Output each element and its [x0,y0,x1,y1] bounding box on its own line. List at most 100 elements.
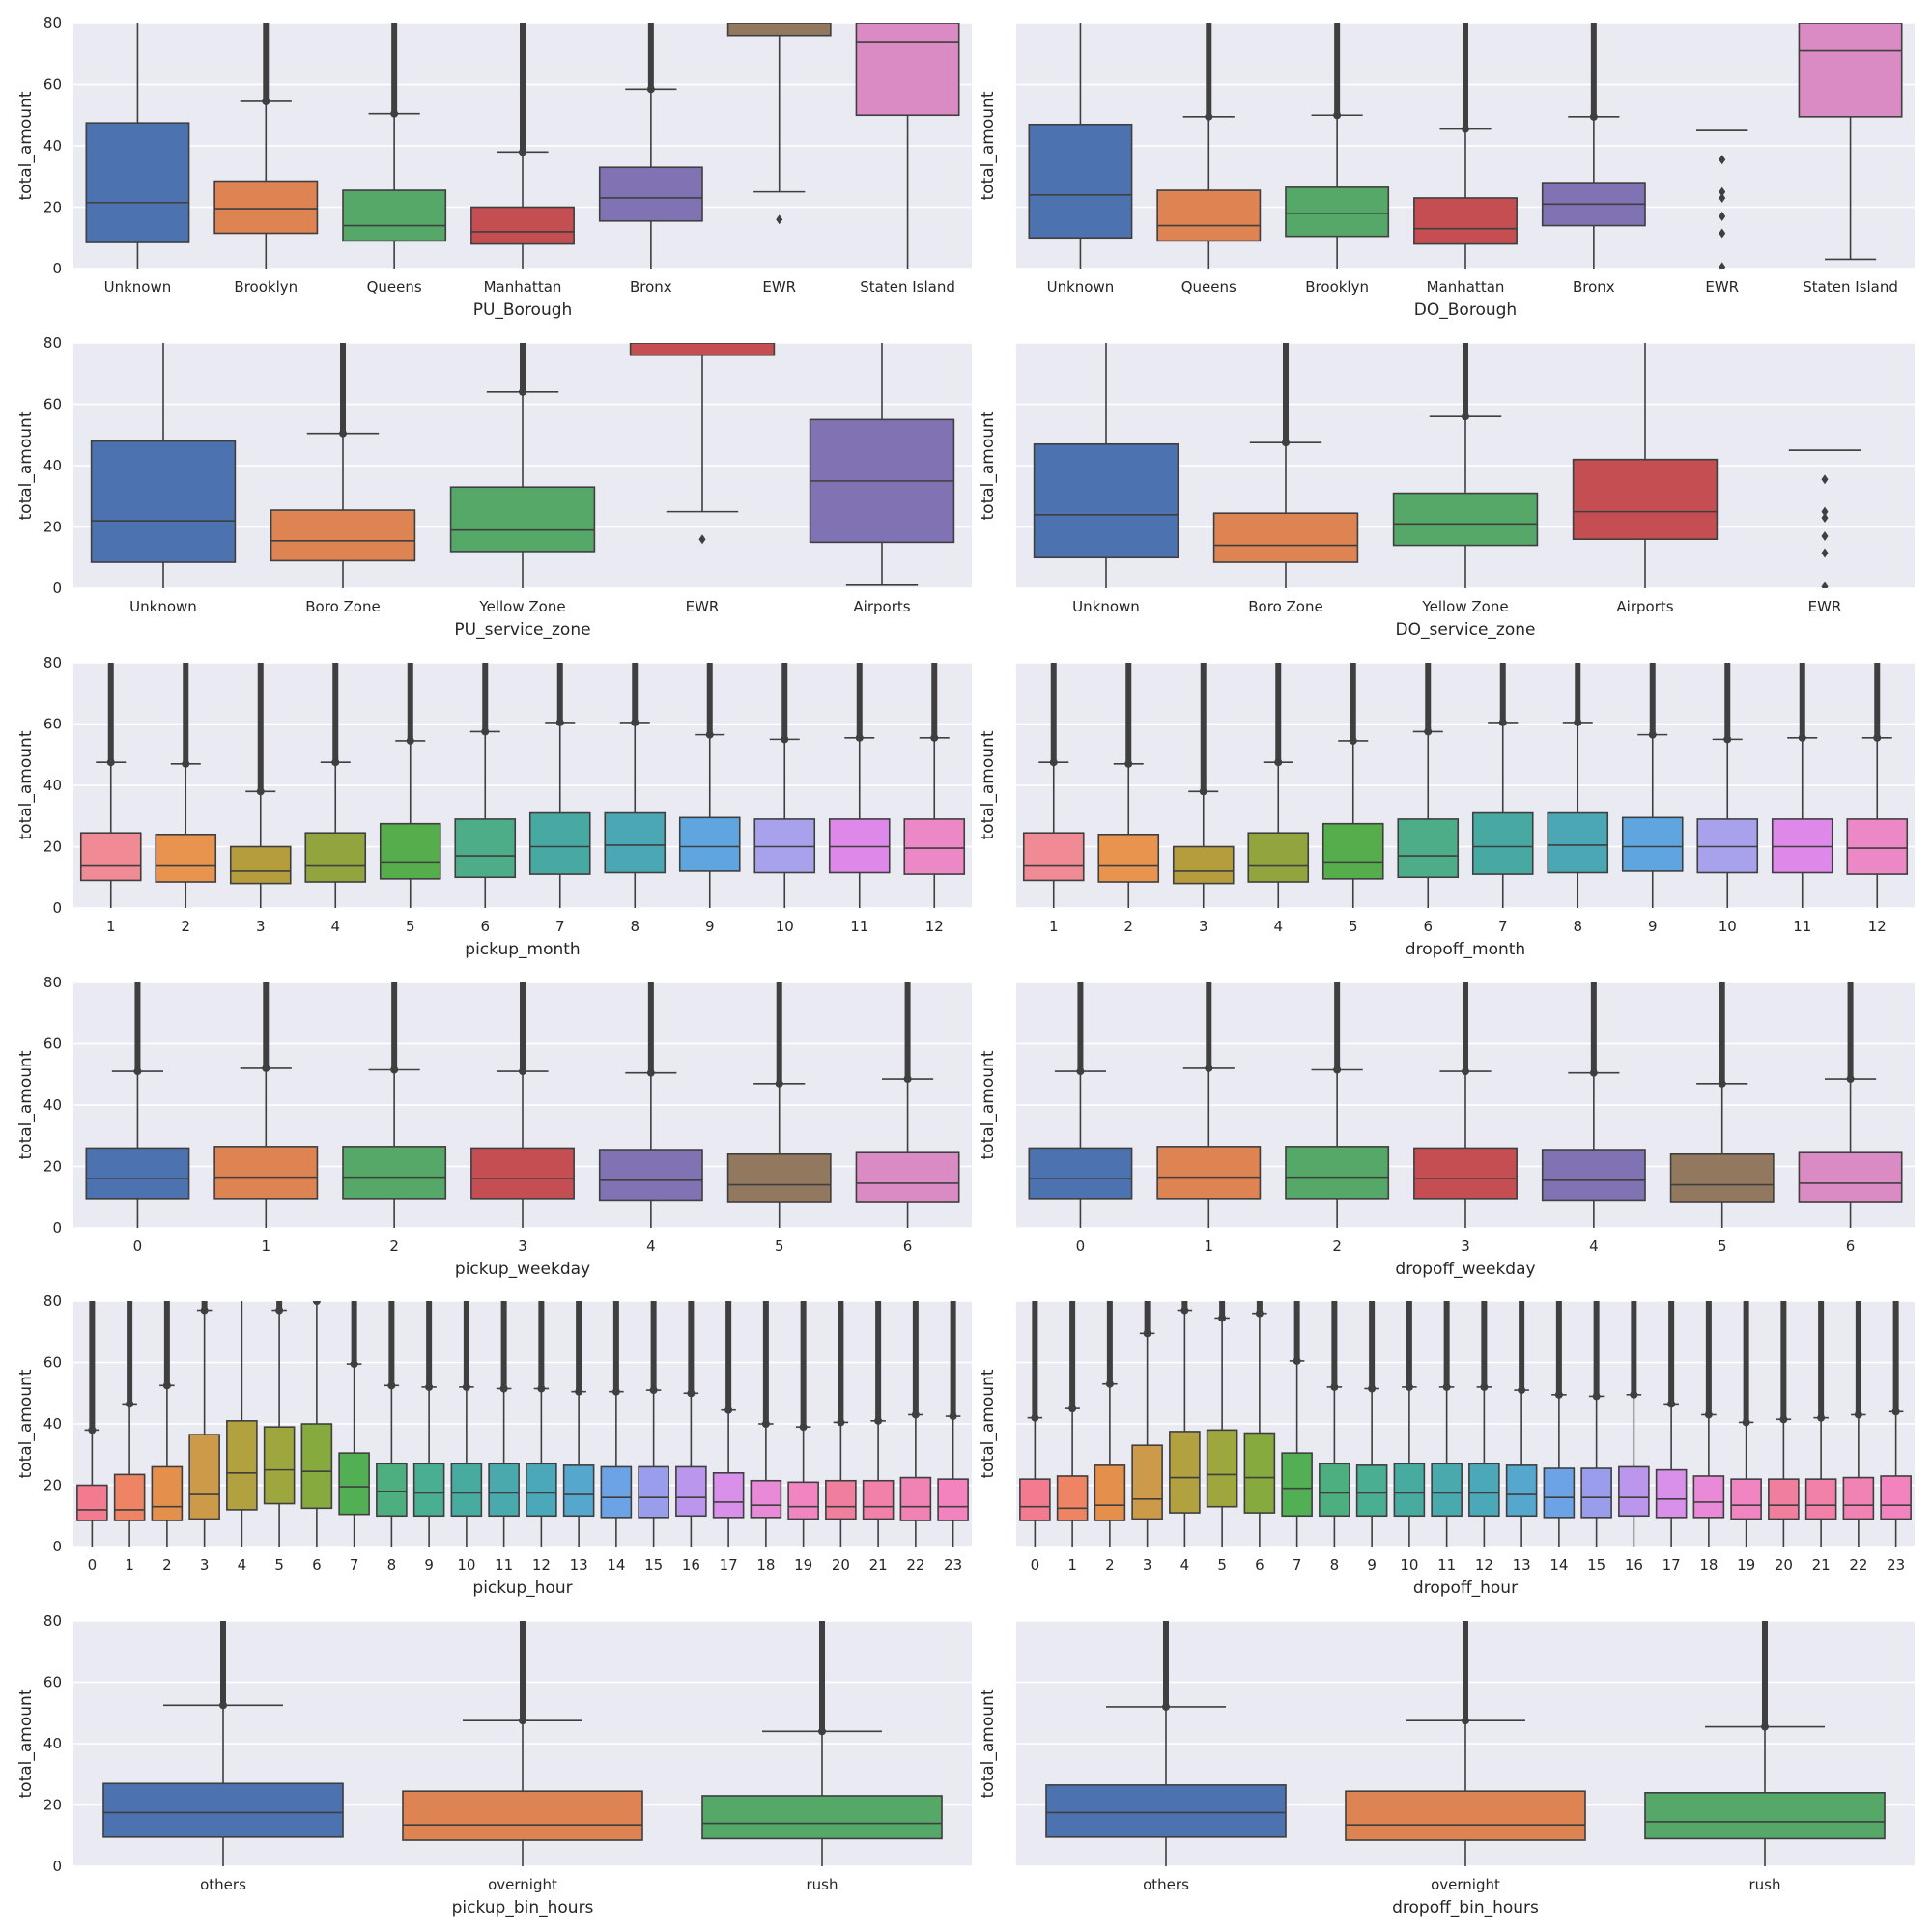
y-tick-label: 60 [43,1674,62,1691]
y-tick-label: 80 [43,14,62,32]
box-16 [675,1301,707,1547]
box-body [1131,1444,1163,1520]
box-3 [1131,1301,1163,1547]
box-13 [1505,1301,1538,1547]
x-tick-label: 0 [1076,1237,1086,1255]
x-tick-label: 2 [181,918,190,935]
box-4 [1169,1301,1201,1547]
box-3 [1172,663,1235,908]
box-0 [1028,982,1133,1228]
box-Queens [1156,23,1262,269]
x-tick-label: 2 [1105,1556,1115,1574]
outlier-point [1719,212,1726,222]
x-tick-label: 10 [457,1556,475,1574]
box-10 [753,663,816,908]
outlier-point [1723,735,1732,744]
x-tick-label: 12 [925,918,944,935]
x-tick-label: 19 [794,1556,812,1574]
x-tick-label: 5 [1349,918,1358,935]
outlier-point [903,1075,912,1084]
x-tick-label: 12 [532,1556,551,1574]
outlier-point [1462,1067,1469,1076]
box-11 [1431,1301,1463,1547]
box-body [113,1473,146,1521]
box-body [1319,1463,1350,1518]
outlier-point [1719,192,1726,203]
x-tick-label: 8 [1330,1556,1340,1574]
outlier-point [1821,506,1829,517]
outlier-point [481,727,490,736]
box-8 [604,663,667,908]
y-tick-label: 80 [43,334,62,352]
x-tick-label: EWR [686,598,720,615]
box-Unknown [85,23,190,269]
x-tick-label: others [1143,1876,1189,1893]
x-tick-label: 23 [944,1556,962,1574]
box-2 [342,982,447,1228]
box-body [488,1463,520,1518]
box-body [1541,1149,1646,1202]
outlier-point [1554,1390,1563,1399]
x-tick-label: 13 [1513,1556,1531,1574]
x-tick-label: 22 [906,1556,924,1574]
box-1 [1022,663,1085,908]
y-axis-label: total_amount [979,411,998,520]
x-tick-label: others [200,1876,246,1893]
outlier-point [799,1423,808,1432]
box-12 [1468,1301,1500,1547]
box-3 [229,663,292,908]
box-2 [151,1301,184,1547]
outlier-point [649,1386,658,1395]
box-2 [1285,982,1390,1228]
x-tick-label: 10 [1719,918,1737,935]
box-body [79,832,142,882]
box-body [1056,1475,1089,1521]
x-tick-label: 16 [682,1556,700,1574]
box-body [1572,458,1719,540]
outlier-point [1180,1306,1189,1315]
x-tick-label: 5 [274,1556,284,1574]
box-7 [1281,1301,1313,1547]
box-body [1392,492,1539,547]
outlier-point [1648,730,1657,739]
box-body [1285,186,1390,238]
box-2 [155,663,217,908]
outlier-point [1205,112,1213,121]
outlier-point [1462,412,1469,421]
box-body [600,1465,633,1519]
outlier-point [1821,512,1829,523]
outlier-point [687,1389,696,1398]
box-body [188,1434,220,1520]
y-tick-label: 20 [43,838,62,856]
x-tick-label: 11 [1437,1556,1456,1574]
outlier-point [1798,733,1806,742]
y-axis-label: total_amount [16,1689,36,1798]
box-body [598,166,703,222]
box-6 [300,1301,333,1547]
x-tick-label: 0 [88,1556,98,1574]
outlier-point [724,1406,733,1414]
x-tick-label: Boro Zone [305,598,380,615]
outlier-point [1574,718,1582,726]
y-axis-label: total_amount [979,730,998,839]
box-14 [1543,1301,1576,1547]
box-body [450,1463,483,1518]
outlier-point [133,1067,142,1076]
outlier-point [1589,112,1598,121]
y-tick-label: 0 [52,1538,62,1555]
outlier-point [874,1416,883,1425]
box-body [1618,1465,1650,1518]
subplot-PU_service_zone: 0 20 40 60 80 total_amount PU_service_zone Unkn… [16,334,972,639]
box-body [1842,1476,1875,1520]
box-body [1172,845,1235,885]
box-body [1156,1146,1262,1200]
box-body [1028,1147,1133,1200]
outlier-point [200,1306,209,1315]
outlier-point [390,1065,399,1074]
y-tick-label: 20 [43,519,62,536]
x-tick-label: Brooklyn [1305,278,1369,296]
x-tick-label: Manhattan [484,278,562,296]
box-EWR [1696,129,1748,269]
